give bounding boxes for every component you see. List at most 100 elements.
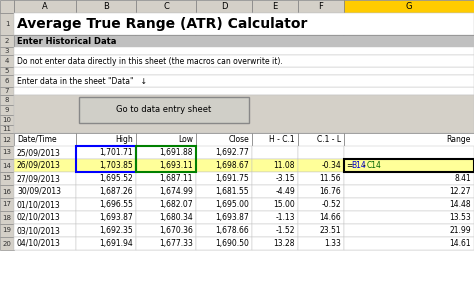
Text: -: -	[363, 161, 366, 170]
Bar	[252, 237, 298, 250]
Text: =: =	[346, 161, 352, 170]
Bar	[196, 67, 252, 75]
Bar	[136, 133, 196, 146]
Bar	[14, 159, 76, 172]
Text: 01/10/2013: 01/10/2013	[17, 200, 61, 209]
Bar	[298, 224, 344, 237]
Bar	[252, 125, 298, 133]
Bar	[344, 55, 474, 67]
Text: 21.99: 21.99	[449, 226, 471, 235]
Bar	[14, 185, 76, 198]
Bar	[196, 13, 252, 35]
Bar	[136, 95, 196, 105]
Text: 26/09/2013: 26/09/2013	[17, 161, 61, 170]
Bar	[196, 105, 252, 115]
Bar	[0, 185, 14, 198]
Bar	[298, 185, 344, 198]
Text: Range: Range	[447, 135, 471, 144]
Bar	[136, 75, 196, 87]
Bar	[14, 95, 474, 133]
Bar	[252, 133, 298, 146]
Bar	[76, 159, 136, 172]
Bar	[14, 133, 76, 146]
Bar	[136, 67, 196, 75]
Bar	[344, 115, 474, 125]
Bar	[76, 237, 136, 250]
Bar	[136, 47, 196, 55]
Bar	[0, 159, 14, 172]
Bar	[344, 67, 474, 75]
Text: Average True Range (ATR) Calculator: Average True Range (ATR) Calculator	[17, 17, 307, 31]
Bar	[14, 75, 76, 87]
Text: 20: 20	[2, 240, 11, 246]
Bar	[14, 13, 474, 35]
Text: 16.76: 16.76	[319, 187, 341, 196]
Bar	[196, 211, 252, 224]
Bar	[252, 47, 298, 55]
Text: 10: 10	[2, 117, 11, 123]
Bar	[76, 55, 136, 67]
Bar	[298, 0, 344, 13]
Text: Enter Historical Data: Enter Historical Data	[17, 37, 117, 46]
Bar	[298, 198, 344, 211]
Bar	[196, 133, 252, 146]
Bar	[136, 13, 196, 35]
Bar	[0, 125, 14, 133]
Text: 2: 2	[5, 38, 9, 44]
Text: 13.28: 13.28	[273, 239, 295, 248]
Text: F: F	[319, 2, 323, 11]
Bar	[0, 75, 14, 87]
Bar	[344, 47, 474, 55]
Text: -3.15: -3.15	[275, 174, 295, 183]
Text: Enter data in the sheet "Data"   ↓: Enter data in the sheet "Data" ↓	[17, 76, 147, 85]
Text: 04/10/2013: 04/10/2013	[17, 239, 61, 248]
Bar	[14, 159, 76, 172]
Bar	[136, 224, 196, 237]
Bar	[298, 67, 344, 75]
Bar	[252, 133, 298, 146]
Bar	[298, 47, 344, 55]
Text: 1,691.75: 1,691.75	[215, 174, 249, 183]
Bar	[344, 159, 474, 172]
Bar	[0, 172, 14, 185]
Bar	[196, 47, 252, 55]
Bar	[252, 146, 298, 159]
Bar	[136, 224, 196, 237]
Bar	[14, 87, 474, 95]
Bar	[76, 95, 136, 105]
Bar	[136, 125, 196, 133]
Text: 03/10/2013: 03/10/2013	[17, 226, 61, 235]
Bar	[344, 211, 474, 224]
Text: 1,693.11: 1,693.11	[159, 161, 193, 170]
Bar	[14, 172, 76, 185]
Text: 4: 4	[5, 58, 9, 64]
Bar	[196, 115, 252, 125]
Text: 14.48: 14.48	[449, 200, 471, 209]
Bar	[298, 115, 344, 125]
Bar	[252, 35, 298, 47]
Bar	[14, 55, 474, 67]
Text: 23.51: 23.51	[319, 226, 341, 235]
Text: 1.33: 1.33	[324, 239, 341, 248]
Bar	[344, 185, 474, 198]
Text: 30/09/2013: 30/09/2013	[17, 187, 61, 196]
Bar	[298, 75, 344, 87]
Bar	[136, 237, 196, 250]
Bar	[196, 125, 252, 133]
Bar	[298, 105, 344, 115]
Bar	[298, 211, 344, 224]
Bar	[76, 146, 136, 159]
Bar	[0, 95, 14, 105]
Bar	[196, 211, 252, 224]
Bar	[0, 105, 14, 115]
Bar	[298, 125, 344, 133]
Text: 25/09/2013: 25/09/2013	[17, 148, 61, 157]
Bar	[14, 237, 76, 250]
Text: 12: 12	[2, 137, 11, 143]
Text: 11.08: 11.08	[273, 161, 295, 170]
Text: Date/Time: Date/Time	[17, 135, 56, 144]
Text: 1,692.77: 1,692.77	[215, 148, 249, 157]
Bar	[196, 133, 252, 146]
Text: B: B	[103, 2, 109, 11]
Bar	[136, 211, 196, 224]
